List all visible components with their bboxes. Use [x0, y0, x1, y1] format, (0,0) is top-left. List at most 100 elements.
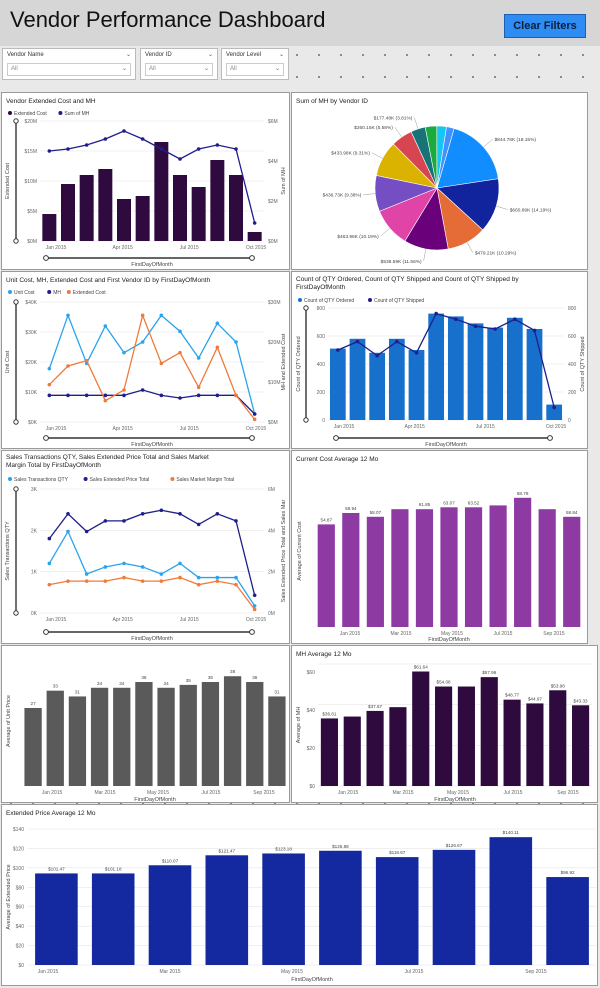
- chart-title: Current Cost Average 12 Mo: [296, 456, 379, 463]
- y2-tick-label: $2M: [268, 199, 278, 205]
- line-point: [196, 522, 201, 527]
- line-point: [196, 385, 201, 390]
- x-tick-label: Jan 2015: [46, 245, 67, 251]
- y2-tick-label: 4M: [268, 528, 275, 534]
- bar: [343, 716, 361, 786]
- slicer-value: All: [11, 66, 18, 72]
- y2-axis-label: Count of QTY Shipped: [580, 336, 586, 391]
- y-tick-label: $5M: [27, 209, 37, 215]
- legend-entry: Unit Cost: [14, 290, 35, 296]
- chart-extended-price-avg[interactable]: Extended Price Average 12 Mo Average of E…: [1, 804, 598, 986]
- chart-current-cost-avg[interactable]: Current Cost Average 12 Mo Average of Cur…: [291, 450, 588, 644]
- x-tick-label: Jul 2015: [476, 424, 495, 430]
- x-tick-label: Oct 2015: [546, 424, 567, 430]
- x-tick-label: Mar 2015: [94, 790, 115, 796]
- chart-sales-transactions[interactable]: Sales Transactions QTY, Sales Extended P…: [1, 450, 290, 644]
- bar: [247, 232, 262, 241]
- slicer-dropdown[interactable]: All ⌄: [226, 63, 284, 76]
- data-label: 38: [230, 669, 236, 674]
- y-tick-label: $40: [16, 924, 25, 930]
- legend-marker: [368, 298, 372, 302]
- slicer-dropdown[interactable]: All ⌄: [145, 63, 213, 76]
- slicer-vendor-id[interactable]: Vendor ID ⌄ All ⌄: [140, 48, 218, 80]
- chevron-down-icon[interactable]: ⌄: [125, 52, 131, 58]
- line-point: [234, 147, 238, 151]
- bar: [389, 707, 407, 786]
- chart-sum-mh-by-vendor[interactable]: Sum of MH by Vendor ID $844.78K (18.15%) $…: [291, 92, 588, 270]
- legend-marker: [58, 111, 63, 115]
- legend-marker: [66, 290, 71, 294]
- x-axis-label: FirstDayOfMonth: [131, 636, 173, 642]
- slicer-label: Vendor ID: [145, 52, 172, 58]
- chart-title: MH Average 12 Mo: [296, 651, 352, 658]
- y-tick-label: 0K: [31, 611, 38, 617]
- chevron-down-icon[interactable]: ⌄: [207, 52, 213, 58]
- c4-svg: Count of QTY Ordered, Count of QTY Shipp…: [296, 276, 586, 448]
- bar: [435, 686, 453, 786]
- bar: [42, 214, 57, 241]
- line-point: [252, 607, 257, 612]
- slicer-dropdown[interactable]: All ⌄: [7, 63, 131, 76]
- line-point: [66, 529, 70, 534]
- label-leader: [496, 205, 508, 210]
- slice-label: $479.21K (10.29%): [475, 251, 517, 257]
- y-tick-label: $60: [16, 905, 25, 911]
- legend-marker: [8, 111, 12, 115]
- y-tick-label: 800: [317, 306, 326, 312]
- bar: [342, 513, 360, 627]
- y-tick-label: $40K: [25, 300, 37, 306]
- y2-tick-label: 6M: [268, 487, 275, 493]
- line-point: [140, 340, 145, 344]
- line-point: [196, 393, 201, 398]
- data-label: 68.78: [517, 491, 529, 496]
- data-label: 31: [274, 689, 280, 694]
- line-point: [122, 561, 126, 566]
- page-title: Vendor Performance Dashboard: [10, 7, 326, 32]
- slicer-vendor-level[interactable]: Vendor Level ⌄ All ⌄: [221, 48, 289, 80]
- scrollbar-handle: [13, 299, 19, 305]
- data-label: $48.77: [505, 693, 519, 698]
- data-label: 63.52: [468, 500, 480, 505]
- y2-tick-label: $20M: [268, 340, 281, 346]
- legend-entry: Count of QTY Ordered: [304, 298, 354, 304]
- line-point: [215, 143, 220, 147]
- line-point: [159, 147, 164, 151]
- line-point: [159, 393, 164, 398]
- line-point: [103, 324, 108, 328]
- data-label: 34: [97, 681, 103, 686]
- line-point: [122, 575, 126, 580]
- series-line: [48, 530, 256, 607]
- line-point: [66, 579, 70, 583]
- x-tick-label: May 2015: [441, 631, 463, 637]
- clear-filters-button[interactable]: Clear Filters: [504, 14, 586, 38]
- c9-svg: Extended Price Average 12 Mo Average of E…: [6, 810, 596, 983]
- slicer-vendor-name[interactable]: Vendor Name ⌄ All ⌄: [2, 48, 136, 80]
- bar: [24, 708, 42, 786]
- chevron-down-icon[interactable]: ⌄: [278, 52, 284, 58]
- label-leader: [371, 152, 383, 159]
- x-tick-label: Jan 2015: [46, 426, 67, 432]
- bar: [546, 404, 563, 420]
- chart-unit-price-avg[interactable]: Average of Unit Price 27 33 31 34 34 36 34 35 36 3…: [1, 645, 290, 803]
- data-label: 31: [75, 689, 81, 694]
- line-point: [47, 366, 52, 371]
- data-label: $101.18: [105, 866, 122, 871]
- y-tick-label: $0K: [28, 420, 38, 426]
- line-point: [454, 317, 458, 321]
- chart-qty-ordered-shipped[interactable]: Count of QTY Ordered, Count of QTY Shipp…: [291, 271, 588, 449]
- chart-mh-avg[interactable]: MH Average 12 Mo Average of MH $0 $20 $40 $60…: [291, 645, 598, 803]
- bar: [135, 682, 153, 786]
- x-tick-label: Sep 2015: [557, 790, 579, 796]
- y2-tick-label: 400: [568, 362, 577, 368]
- legend-marker: [47, 290, 52, 294]
- line-point: [215, 345, 220, 350]
- bar: [320, 718, 338, 786]
- chart-unit-cost-mh-extended-cost[interactable]: Unit Cost, MH, Extended Cost and First V…: [1, 271, 290, 449]
- x-tick-label: Jan 2015: [38, 969, 59, 975]
- chart-vendor-extended-cost-mh[interactable]: Vendor Extended Cost and MH Extended Cost…: [1, 92, 290, 270]
- x-tick-label: Jan 2015: [46, 617, 67, 623]
- y-tick-label: $15M: [24, 149, 37, 155]
- line-point: [66, 147, 70, 151]
- x-tick-label: Mar 2015: [390, 631, 411, 637]
- x-axis-label: FirstDayOfMonth: [425, 442, 467, 448]
